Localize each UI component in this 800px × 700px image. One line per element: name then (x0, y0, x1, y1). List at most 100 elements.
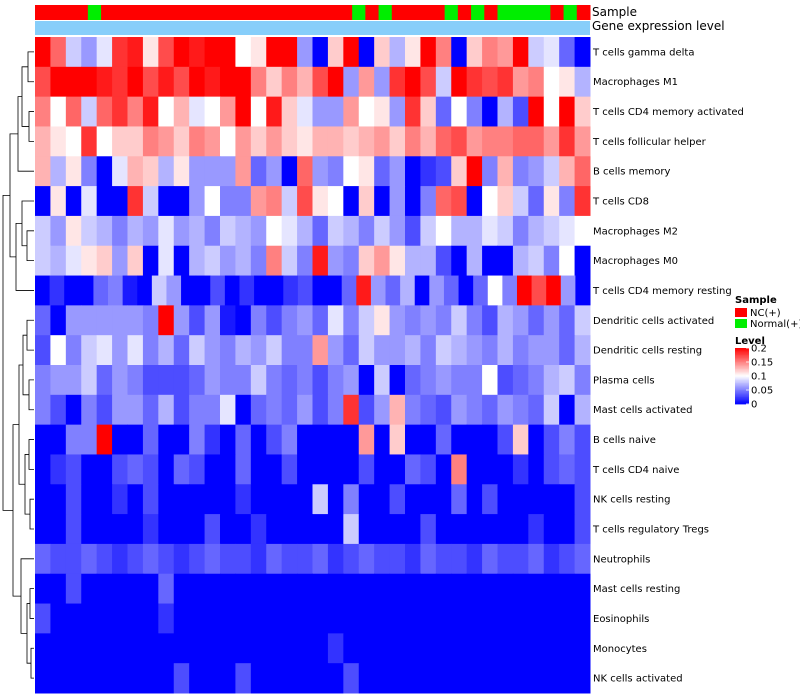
heatmap-cell (204, 663, 221, 694)
heatmap-cell (235, 305, 252, 336)
heatmap-cell (35, 66, 51, 98)
heatmap-cell (281, 66, 298, 98)
heatmap-cell (312, 186, 329, 217)
heatmap-cell (189, 514, 206, 545)
heatmap-cell (235, 66, 252, 98)
heatmap-cell (435, 245, 452, 277)
heatmap-cell (35, 156, 51, 187)
heatmap-cell (574, 484, 591, 515)
heatmap-cell (482, 454, 498, 485)
heatmap-cell (466, 186, 483, 217)
heatmap-cell (528, 245, 545, 277)
sample-annotation-bar (35, 5, 591, 20)
heatmap-cell (343, 126, 360, 157)
heatmap-cell (297, 245, 313, 277)
sample-annotation-cell (576, 5, 591, 20)
heatmap-cell (531, 275, 547, 306)
heatmap-cell (374, 454, 391, 485)
heatmap-cell (482, 543, 498, 575)
heatmap-cell (127, 394, 144, 426)
heatmap-cell (204, 484, 221, 515)
heatmap-cell (482, 66, 498, 98)
heatmap-cell (204, 335, 221, 366)
heatmap-cell (374, 573, 391, 605)
heatmap-cell (327, 275, 343, 306)
sample-annotation-cell (325, 5, 340, 20)
heatmap-cell (189, 424, 206, 455)
heatmap-cell (50, 424, 67, 455)
heatmap-cell (312, 37, 329, 68)
heatmap-cell (250, 454, 267, 485)
heatmap-cell (512, 603, 529, 634)
heatmap-cell (435, 543, 452, 575)
level-bar-step (735, 392, 749, 395)
dendrogram-branch (26, 230, 34, 262)
heatmap-cell (389, 424, 406, 455)
heatmap-cell (250, 633, 267, 664)
heatmap-cell (35, 454, 51, 485)
heatmap-cell (173, 156, 190, 187)
dendrogram-branch (29, 588, 34, 619)
heatmap-cell (220, 603, 236, 634)
heatmap-cell (96, 484, 113, 515)
heatmap-cell (266, 156, 283, 187)
row-label: B cells naive (593, 435, 656, 446)
heatmap-cell (420, 424, 437, 455)
heatmap-cell (574, 514, 591, 545)
heatmap-cell (81, 514, 98, 545)
heatmap-cell (65, 573, 82, 605)
heatmap-cell (266, 633, 283, 664)
heatmap-cell (466, 543, 483, 575)
heatmap-cell (405, 484, 421, 515)
heatmap-cell (142, 424, 159, 455)
heatmap-cell (220, 96, 236, 127)
heatmap-cell (250, 215, 267, 247)
heatmap-cell (35, 275, 51, 306)
heatmap-cell (516, 275, 533, 306)
heatmap-cell (250, 514, 267, 545)
heatmap-cell (574, 424, 591, 455)
heatmap-cell (220, 424, 236, 455)
heatmap-cell (81, 484, 98, 515)
heatmap-cell (435, 126, 452, 157)
level-bar-step (735, 374, 749, 377)
heatmap-cell (559, 66, 576, 98)
heatmap-cell (358, 245, 375, 277)
heatmap-cell (250, 96, 267, 127)
heatmap-cell (65, 454, 82, 485)
heatmap-cell (512, 543, 529, 575)
heatmap-cell (543, 245, 560, 277)
heatmap-cell (528, 215, 545, 247)
heatmap-cell (374, 365, 391, 396)
heatmap-cell (266, 126, 283, 157)
row-label: Macrophages M1 (593, 77, 678, 88)
heatmap-cell (96, 335, 113, 366)
heatmap-cell (358, 424, 375, 455)
heatmap-cell (250, 424, 267, 455)
heatmap-cell (266, 543, 283, 575)
heatmap-cell (512, 215, 529, 247)
heatmap-cell (466, 514, 483, 545)
heatmap-cell (389, 573, 406, 605)
heatmap-cell (497, 454, 514, 485)
dendrogram-branch (28, 439, 34, 470)
heatmap-cell (482, 603, 498, 634)
heatmap-cell (50, 543, 67, 575)
heatmap-cell (297, 275, 313, 306)
heatmap-cell (543, 424, 560, 455)
sample-annotation-cell (193, 5, 208, 20)
heatmap-cell (158, 215, 175, 247)
dendrogram-branch (21, 200, 34, 247)
heatmap-cell (65, 514, 82, 545)
heatmap-cell (497, 514, 514, 545)
heatmap-cell (435, 394, 452, 426)
heatmap-cell (250, 66, 267, 98)
heatmap-cell (297, 543, 313, 575)
heatmap-cell (112, 365, 128, 396)
heatmap-cell (543, 394, 560, 426)
heatmap-cell (370, 275, 387, 306)
heatmap-cell (466, 365, 483, 396)
level-bar-step (735, 378, 749, 381)
heatmap-cell (96, 66, 113, 98)
heatmap-cell (50, 573, 67, 605)
